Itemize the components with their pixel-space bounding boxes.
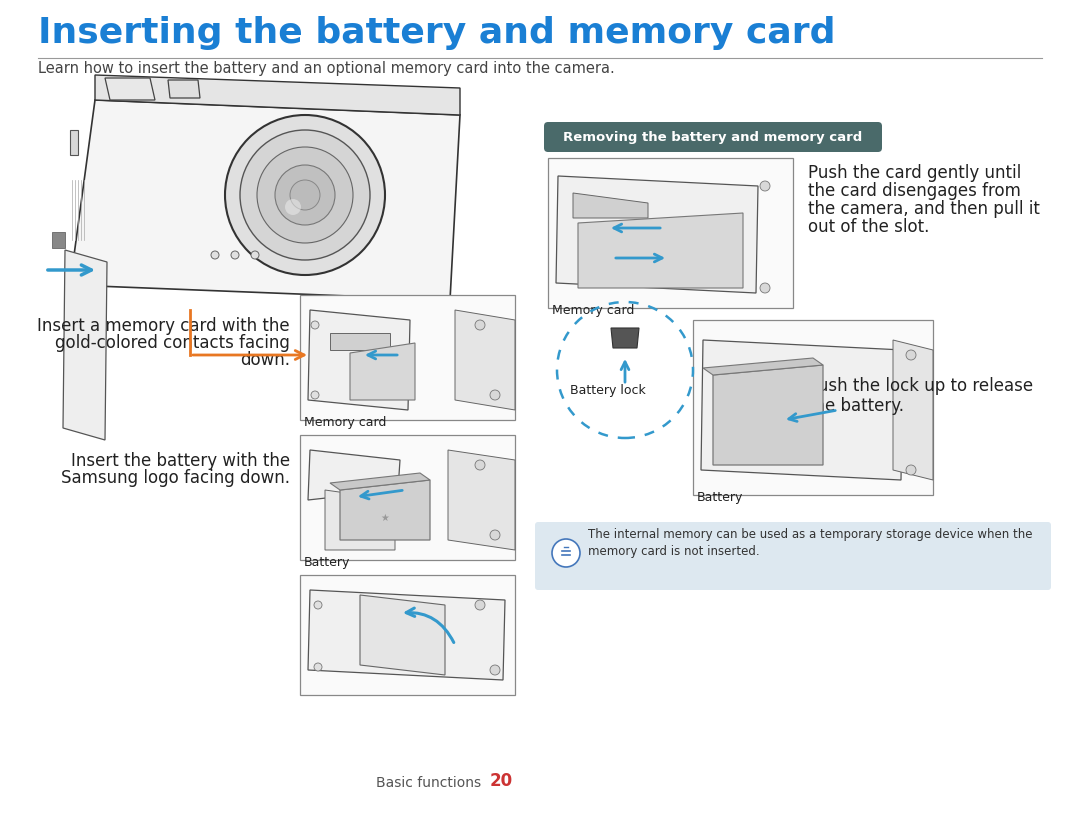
Circle shape	[275, 165, 335, 225]
Circle shape	[552, 539, 580, 567]
Circle shape	[291, 180, 320, 210]
Circle shape	[257, 147, 353, 243]
Text: gold-colored contacts facing: gold-colored contacts facing	[55, 334, 291, 352]
Text: the card disengages from: the card disengages from	[808, 182, 1021, 200]
Circle shape	[251, 251, 259, 259]
Circle shape	[311, 391, 319, 399]
Polygon shape	[330, 333, 390, 350]
Polygon shape	[893, 340, 933, 480]
Polygon shape	[573, 193, 648, 218]
Circle shape	[760, 283, 770, 293]
Circle shape	[475, 320, 485, 330]
FancyBboxPatch shape	[544, 122, 882, 152]
Text: ★: ★	[380, 513, 390, 523]
Circle shape	[314, 663, 322, 671]
Polygon shape	[701, 340, 903, 480]
Polygon shape	[350, 343, 415, 400]
Text: Basic functions: Basic functions	[376, 776, 490, 790]
Text: memory card is not inserted.: memory card is not inserted.	[588, 545, 759, 558]
Polygon shape	[308, 590, 505, 680]
Text: Memory card: Memory card	[552, 304, 634, 317]
Polygon shape	[70, 130, 78, 155]
Polygon shape	[703, 358, 823, 375]
Text: Inserting the battery and memory card: Inserting the battery and memory card	[38, 16, 836, 50]
Text: Learn how to insert the battery and an optional memory card into the camera.: Learn how to insert the battery and an o…	[38, 61, 615, 76]
Text: out of the slot.: out of the slot.	[808, 218, 930, 236]
Text: Insert the battery with the: Insert the battery with the	[71, 452, 291, 470]
Bar	[300, 295, 515, 420]
Text: Insert a memory card with the: Insert a memory card with the	[38, 317, 291, 335]
Circle shape	[231, 251, 239, 259]
Circle shape	[475, 460, 485, 470]
Text: Samsung logo facing down.: Samsung logo facing down.	[60, 469, 291, 487]
Polygon shape	[168, 80, 200, 98]
Polygon shape	[63, 250, 107, 440]
Circle shape	[225, 115, 384, 275]
Text: Battery: Battery	[303, 556, 350, 569]
Polygon shape	[105, 78, 156, 100]
Text: the battery.: the battery.	[808, 397, 904, 415]
FancyBboxPatch shape	[535, 522, 1051, 590]
Bar	[548, 158, 793, 308]
Circle shape	[490, 665, 500, 675]
Circle shape	[490, 390, 500, 400]
Polygon shape	[578, 213, 743, 288]
Polygon shape	[611, 328, 639, 348]
Polygon shape	[448, 450, 515, 550]
Bar	[693, 320, 933, 495]
Text: the camera, and then pull it: the camera, and then pull it	[808, 200, 1040, 218]
Circle shape	[906, 350, 916, 360]
Polygon shape	[308, 310, 410, 410]
Circle shape	[285, 199, 301, 215]
Polygon shape	[52, 232, 65, 248]
Bar	[300, 575, 515, 695]
Polygon shape	[556, 176, 758, 293]
Text: 20: 20	[490, 772, 513, 790]
Text: The internal memory can be used as a temporary storage device when the: The internal memory can be used as a tem…	[588, 528, 1032, 541]
Polygon shape	[325, 490, 395, 550]
Text: Battery lock: Battery lock	[570, 384, 646, 397]
Polygon shape	[95, 75, 460, 115]
Polygon shape	[330, 473, 430, 490]
Polygon shape	[455, 310, 515, 410]
Bar	[300, 435, 515, 560]
Circle shape	[240, 130, 370, 260]
Circle shape	[211, 251, 219, 259]
Polygon shape	[360, 595, 445, 675]
Text: Removing the battery and memory card: Removing the battery and memory card	[564, 130, 863, 143]
Text: Push the lock up to release: Push the lock up to release	[808, 377, 1034, 395]
Circle shape	[906, 465, 916, 475]
Circle shape	[314, 601, 322, 609]
Text: Battery: Battery	[697, 491, 743, 504]
Polygon shape	[340, 480, 430, 540]
Text: Memory card: Memory card	[303, 416, 387, 429]
Polygon shape	[308, 450, 400, 500]
Polygon shape	[70, 100, 460, 300]
Text: Push the card gently until: Push the card gently until	[808, 164, 1022, 182]
Circle shape	[490, 530, 500, 540]
Circle shape	[311, 321, 319, 329]
Circle shape	[475, 600, 485, 610]
Circle shape	[760, 181, 770, 191]
Text: down.: down.	[240, 351, 291, 369]
Polygon shape	[713, 365, 823, 465]
